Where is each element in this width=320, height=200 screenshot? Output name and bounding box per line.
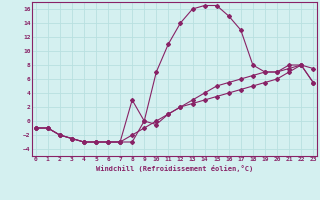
X-axis label: Windchill (Refroidissement éolien,°C): Windchill (Refroidissement éolien,°C)	[96, 165, 253, 172]
